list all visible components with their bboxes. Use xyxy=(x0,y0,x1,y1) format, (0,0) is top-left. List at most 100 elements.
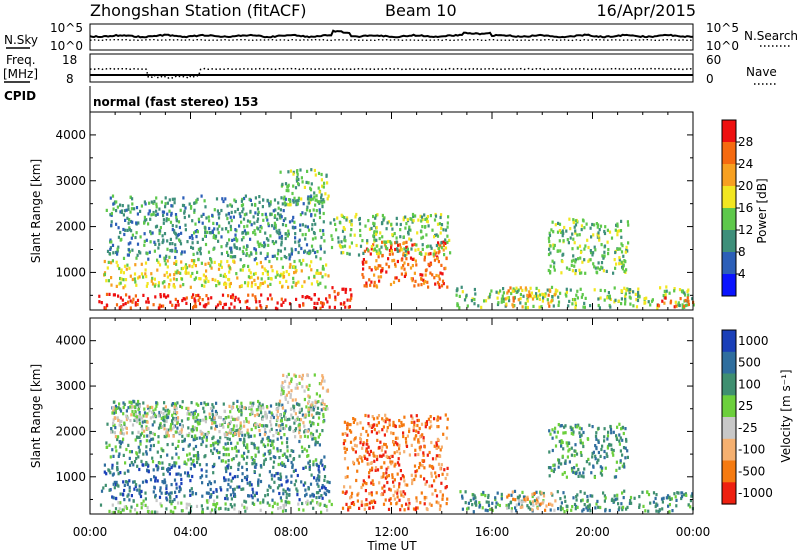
heatmap-cell xyxy=(193,426,196,430)
heatmap-cell xyxy=(287,390,290,395)
heatmap-cell xyxy=(312,408,315,412)
heatmap-cell xyxy=(399,490,402,494)
heatmap-cell xyxy=(617,502,620,506)
heatmap-cell xyxy=(577,467,580,472)
heatmap-cell xyxy=(189,457,192,461)
heatmap-cell xyxy=(110,276,113,280)
heatmap-cell xyxy=(502,297,506,301)
x-tick-label: 08:00 xyxy=(274,525,309,539)
heatmap-cell xyxy=(368,506,371,510)
heatmap-cell xyxy=(430,471,433,475)
heatmap-cell xyxy=(243,225,246,229)
heatmap-cell xyxy=(616,233,619,237)
heatmap-cell xyxy=(616,425,619,429)
heatmap-cell xyxy=(416,231,419,235)
heatmap-cell xyxy=(659,286,662,290)
heatmap-cell xyxy=(148,510,151,514)
heatmap-cell xyxy=(321,201,324,205)
heatmap-cell xyxy=(587,245,590,250)
heatmap-cell xyxy=(122,271,125,275)
heatmap-cell xyxy=(119,471,122,475)
heatmap-cell xyxy=(176,401,179,405)
heatmap-cell xyxy=(282,218,285,223)
heatmap-cell xyxy=(150,213,153,217)
heatmap-cell xyxy=(500,297,503,301)
heatmap-cell xyxy=(273,501,276,505)
heatmap-cell xyxy=(520,500,523,504)
heatmap-cell xyxy=(197,247,200,251)
heatmap-cell xyxy=(157,281,161,285)
heatmap-cell xyxy=(375,423,379,427)
heatmap-cell xyxy=(163,423,166,427)
heatmap-cell xyxy=(206,402,210,406)
heatmap-cell xyxy=(146,505,149,510)
heatmap-cell xyxy=(301,284,304,288)
heatmap-cell xyxy=(359,233,362,238)
heatmap-cell xyxy=(232,259,235,263)
heatmap-cell xyxy=(298,303,301,308)
heatmap-cell xyxy=(242,251,245,255)
heatmap-cell xyxy=(113,431,116,435)
heatmap-cell xyxy=(138,418,141,422)
heatmap-cell xyxy=(258,401,261,405)
heatmap-cell xyxy=(434,282,437,286)
heatmap-cell xyxy=(414,508,417,512)
heatmap-cell xyxy=(320,408,323,412)
x-tick-label: 16:00 xyxy=(475,525,510,539)
heatmap-cell xyxy=(107,260,110,264)
heatmap-cell xyxy=(243,424,246,428)
heatmap-cell xyxy=(286,445,289,449)
heatmap-cell xyxy=(294,398,297,402)
heatmap-cell xyxy=(269,485,272,490)
heatmap-cell xyxy=(367,445,370,449)
heatmap-cell xyxy=(424,280,427,284)
heatmap-cell xyxy=(217,231,220,235)
heatmap-cell xyxy=(138,484,141,488)
heatmap-cell xyxy=(164,295,168,299)
heatmap-cell xyxy=(271,505,274,509)
heatmap-cell xyxy=(292,276,295,280)
heatmap-cell xyxy=(142,275,145,279)
heatmap-cell xyxy=(143,429,146,433)
nave-label: Nave xyxy=(746,65,777,79)
heatmap-cell xyxy=(549,466,552,470)
heatmap-cell xyxy=(141,480,145,484)
heatmap-cell xyxy=(428,502,431,506)
heatmap-cell xyxy=(296,176,299,180)
heatmap-cell xyxy=(124,461,127,465)
heatmap-cell xyxy=(201,221,204,225)
heatmap-cell xyxy=(594,444,597,448)
heatmap-cell xyxy=(396,442,399,446)
heatmap-cell xyxy=(253,470,256,474)
heatmap-cell xyxy=(116,247,119,251)
heatmap-cell xyxy=(387,257,390,261)
heatmap-cell xyxy=(166,212,169,216)
heatmap-cell xyxy=(680,289,684,293)
heatmap-cell xyxy=(291,465,294,469)
heatmap-cell xyxy=(550,468,553,472)
heatmap-cell xyxy=(164,405,167,409)
heatmap-cell xyxy=(180,277,184,281)
heatmap-cell xyxy=(506,296,509,300)
heatmap-cell xyxy=(292,170,295,174)
heatmap-cell xyxy=(399,469,402,473)
heatmap-cell xyxy=(125,293,128,297)
heatmap-cell xyxy=(176,234,179,238)
heatmap-cell xyxy=(398,498,401,502)
heatmap-cell xyxy=(511,289,514,293)
heatmap-cell xyxy=(607,291,610,295)
heatmap-cell xyxy=(559,249,562,253)
heatmap-cell xyxy=(146,412,149,416)
heatmap-cell xyxy=(151,282,155,286)
heatmap-cell xyxy=(276,471,279,476)
heatmap-cell xyxy=(105,208,108,212)
heatmap-cell xyxy=(620,250,624,254)
heatmap-cell xyxy=(135,256,138,260)
heatmap-cell xyxy=(384,240,387,244)
heatmap-cell xyxy=(139,209,142,213)
heatmap-cell xyxy=(357,461,360,465)
heatmap-cell xyxy=(290,449,293,453)
heatmap-cell xyxy=(130,505,133,509)
heatmap-cell xyxy=(449,251,452,255)
heatmap-cell xyxy=(615,223,618,227)
